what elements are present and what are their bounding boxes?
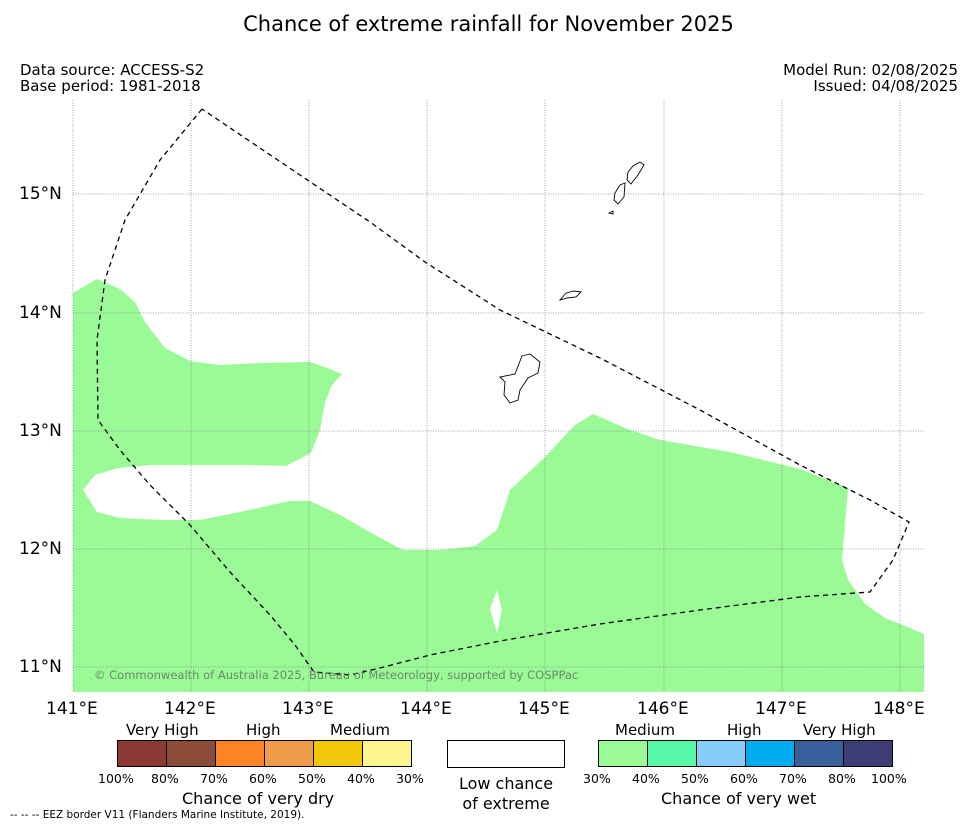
lat-tick-label: 15°N (19, 184, 62, 204)
legend-low-swatch (447, 740, 565, 768)
eez-border (96, 108, 910, 676)
lat-tick-label: 14°N (19, 303, 62, 323)
legend-swatch (843, 740, 893, 767)
legend-swatch (313, 740, 363, 767)
island-rota (558, 290, 582, 301)
lat-tick-label: 11°N (19, 657, 62, 677)
lon-tick-label: 148°E (873, 699, 925, 719)
eez-footnote: -- -- -- EEZ border V11 (Flanders Marine… (10, 809, 305, 821)
legend-dry-tick: 40% (347, 771, 375, 786)
legend-dry-tick: 80% (151, 771, 179, 786)
legend-wet-tick: 70% (779, 771, 807, 786)
map-title: Chance of extreme rainfall for November … (243, 12, 734, 36)
legend-low-line1: Low chance (458, 774, 554, 793)
legend-wet-title: Chance of very wet (661, 789, 817, 808)
legend-wet-tick: 40% (632, 771, 660, 786)
legend-wet-tick: 50% (681, 771, 709, 786)
legend-wet-tick: 30% (583, 771, 611, 786)
legend-dry-tick: 50% (298, 771, 326, 786)
lat-gridlines (73, 193, 924, 668)
island-guam (499, 353, 541, 404)
legend-swatch (598, 740, 648, 767)
legend-wet-group-label: Medium (615, 721, 675, 739)
lon-tick-label: 146°E (637, 699, 689, 719)
lon-tick-label: 144°E (400, 699, 452, 719)
island-outlines (499, 161, 645, 404)
model-run-text: Model Run: 02/08/2025 (783, 61, 958, 79)
data-source-text: Data source: ACCESS-S2 (20, 61, 205, 79)
legend-swatch (215, 740, 265, 767)
legend-dry-group-label: Medium (330, 721, 390, 739)
island-aguijan (607, 210, 614, 215)
legend-swatch (264, 740, 314, 767)
legend-dry-group-label: High (246, 721, 281, 739)
base-period-text: Base period: 1981-2018 (20, 77, 201, 95)
legend-wet-group-label: High (727, 721, 762, 739)
legend-wet-tick: 80% (828, 771, 856, 786)
legend-swatch (696, 740, 746, 767)
legend-swatch (117, 740, 167, 767)
legend-wet-tick: 100% (871, 771, 907, 786)
legend-dry-title: Chance of very dry (182, 789, 335, 808)
island-tinian (613, 182, 626, 205)
legend-dry-tick: 100% (98, 771, 134, 786)
lon-tick-label: 147°E (755, 699, 807, 719)
legend-swatch (362, 740, 412, 767)
legend-dry-group-label: Very High (126, 721, 199, 739)
lat-tick-label: 13°N (19, 421, 62, 441)
copyright-text: © Commonwealth of Australia 2025, Bureau… (94, 668, 579, 682)
legend-dry-tick: 70% (200, 771, 228, 786)
legend-wet-tick: 60% (730, 771, 758, 786)
lon-tick-label: 141°E (46, 699, 98, 719)
island-saipan (626, 161, 645, 185)
lon-tick-label: 143°E (282, 699, 334, 719)
legend-low-line2: of extreme (462, 794, 550, 813)
legend-dry-tick: 30% (396, 771, 424, 786)
wet-medium-region (73, 279, 924, 692)
legend-swatch (166, 740, 216, 767)
lon-tick-label: 145°E (518, 699, 570, 719)
issued-text: Issued: 04/08/2025 (813, 77, 958, 95)
lon-gridlines (72, 100, 901, 692)
lat-tick-label: 12°N (19, 539, 62, 559)
legend-swatch (647, 740, 697, 767)
legend-wet-group-label: Very High (803, 721, 876, 739)
legend-swatch (794, 740, 844, 767)
legend-dry-tick: 60% (249, 771, 277, 786)
legend-swatch (745, 740, 795, 767)
lon-tick-label: 142°E (164, 699, 216, 719)
